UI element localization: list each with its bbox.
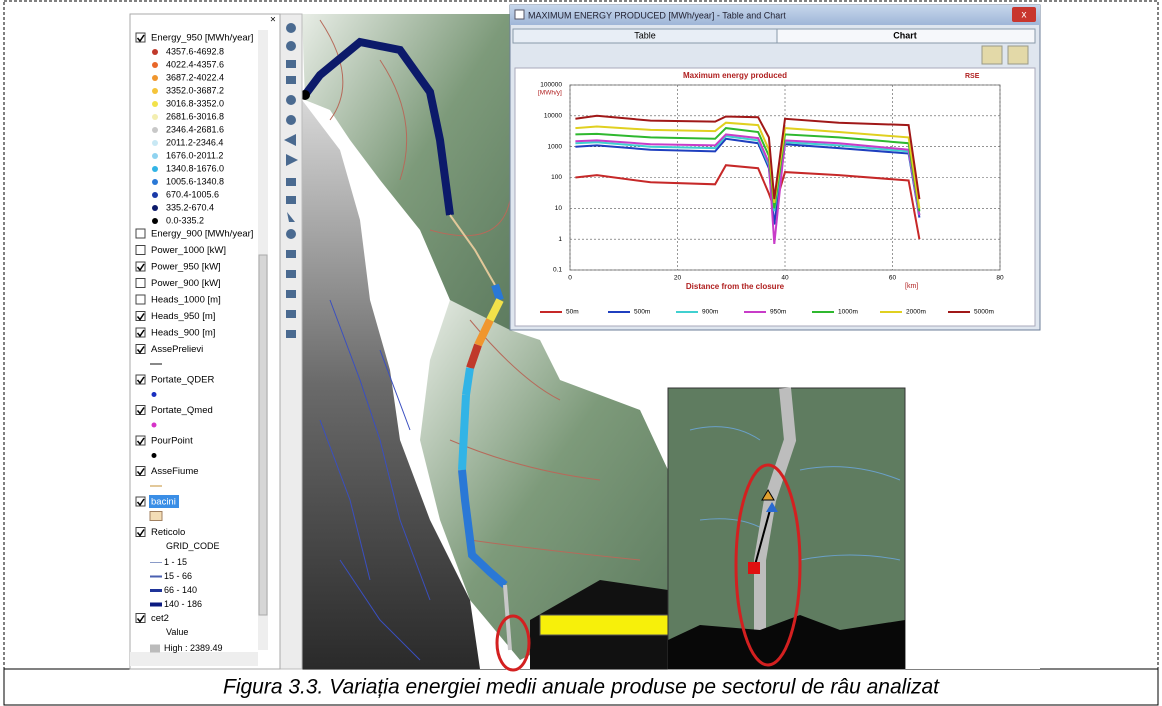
legend-label: 950m xyxy=(770,309,786,316)
legend-label: 670.4-1005.6 xyxy=(166,189,219,199)
legend-swatch xyxy=(150,645,160,653)
tab-label: Table xyxy=(634,30,656,40)
x-tick-label: 0 xyxy=(568,275,572,282)
y-tick-label: 1 xyxy=(558,236,562,243)
layer-label: Power_900 [kW] xyxy=(151,278,221,289)
x-tick-label: 20 xyxy=(674,275,682,282)
y-tick-label: 100000 xyxy=(540,82,562,89)
legend-swatch xyxy=(152,179,158,185)
x-tick-label: 40 xyxy=(781,275,789,282)
y-tick-label: 0.1 xyxy=(553,267,562,274)
layer-label: AssePrelievi xyxy=(151,344,203,355)
legend-label: 0.0-335.2 xyxy=(166,215,204,225)
legend-label: 4357.6-4692.8 xyxy=(166,46,224,56)
brand: RSE xyxy=(965,73,980,80)
field-label: Value xyxy=(166,627,188,637)
chart-title: Maximum energy produced xyxy=(683,71,787,80)
layer-panel: × Energy_950 [MWh/year] 4357.6-4692.8 4022… xyxy=(130,14,280,669)
layer-label: Heads_1000 [m] xyxy=(151,295,221,306)
layer-label: AsseFiume xyxy=(151,466,199,477)
legend-label: 140 - 186 xyxy=(164,599,202,609)
window-title: MAXIMUM ENERGY PRODUCED [MWh/year] - Tab… xyxy=(528,10,786,20)
layer-label: PourPoint xyxy=(151,436,193,447)
legend-swatch xyxy=(152,114,158,120)
x-axis-label: Distance from the closure xyxy=(686,282,785,291)
layer-label: cet2 xyxy=(151,613,169,624)
x-tick-label: 80 xyxy=(996,275,1004,282)
layer-label: Heads_900 [m] xyxy=(151,328,215,339)
y-tick-label: 10000 xyxy=(544,113,562,120)
legend-label: 1340.8-1676.0 xyxy=(166,163,224,173)
layer-label: Portate_QDER xyxy=(151,375,214,386)
page: Figura 3.3. Variația energiei medii anua… xyxy=(0,0,1162,706)
symbol xyxy=(150,512,162,521)
legend-label: 335.2-670.4 xyxy=(166,202,214,212)
legend-label: 2011.2-2346.4 xyxy=(166,137,223,147)
window-close-x: x xyxy=(1022,10,1027,21)
legend-label: 1676.0-2011.2 xyxy=(166,150,223,160)
x-unit: [km] xyxy=(905,283,918,290)
layer-label: Reticolo xyxy=(151,527,185,538)
legend-swatch xyxy=(152,140,158,146)
symbol xyxy=(152,392,157,397)
legend-swatch xyxy=(152,49,158,55)
layer-label: Energy_950 [MWh/year] xyxy=(151,33,253,44)
checkbox[interactable] xyxy=(136,295,145,304)
legend-label: 5000m xyxy=(974,309,994,316)
caption: Figura 3.3. Variația energiei medii anua… xyxy=(223,676,940,699)
chart-window: MAXIMUM ENERGY PRODUCED [MWh/year] - Tab… xyxy=(510,5,1040,330)
legend-swatch xyxy=(152,192,158,198)
x-tick-label: 60 xyxy=(889,275,897,282)
layer-label: Heads_950 [m] xyxy=(151,311,215,322)
y-tick-label: 1000 xyxy=(548,143,563,150)
legend-label: 2681.6-3016.8 xyxy=(166,111,224,121)
legend-swatch xyxy=(152,101,158,107)
legend-label: 3687.2-4022.4 xyxy=(166,72,224,82)
layer-label: bacini xyxy=(151,497,176,508)
figure: Figura 3.3. Variația energiei medii anua… xyxy=(0,0,1162,706)
layer-label: Energy_900 [MWh/year] xyxy=(151,229,253,240)
y-tick-label: 10 xyxy=(555,205,563,212)
legend-label: 2000m xyxy=(906,309,926,316)
legend-label: 66 - 140 xyxy=(164,585,197,595)
legend-swatch xyxy=(152,153,158,159)
legend-label: 3352.0-3687.2 xyxy=(166,85,224,95)
legend-swatch xyxy=(152,166,158,172)
legend-label: 1005.6-1340.8 xyxy=(166,176,224,186)
close-button[interactable]: × xyxy=(270,15,276,26)
legend-swatch xyxy=(152,88,158,94)
y-axis-label: [MWh/y] xyxy=(538,90,562,97)
layer-label: Portate_Qmed xyxy=(151,405,213,416)
field-label: GRID_CODE xyxy=(166,541,220,551)
save-button[interactable] xyxy=(1008,46,1028,64)
legend-label: 1000m xyxy=(838,309,858,316)
layer-label: Power_1000 [kW] xyxy=(151,245,226,256)
legend-label: 15 - 66 xyxy=(164,571,192,581)
symbol xyxy=(152,453,157,458)
legend-label: 2346.4-2681.6 xyxy=(166,124,224,134)
legend-swatch xyxy=(152,75,158,81)
layer-label: Power_950 [kW] xyxy=(151,262,221,273)
legend-swatch xyxy=(152,62,158,68)
checkbox[interactable] xyxy=(136,229,145,238)
y-tick-label: 100 xyxy=(551,174,562,181)
legend-label: 3016.8-3352.0 xyxy=(166,98,224,108)
legend-label: High : 2389.49 xyxy=(164,643,223,653)
legend-swatch xyxy=(152,127,158,133)
checkbox[interactable] xyxy=(136,279,145,288)
checkbox[interactable] xyxy=(136,246,145,255)
legend-label: 900m xyxy=(702,309,718,316)
legend-label: 1 - 15 xyxy=(164,557,187,567)
legend-label: 50m xyxy=(566,309,579,316)
legend-label: 4022.4-4357.6 xyxy=(166,59,224,69)
legend-label: 500m xyxy=(634,309,650,316)
legend-swatch xyxy=(152,205,158,211)
legend-swatch xyxy=(152,218,158,224)
tab-label: Chart xyxy=(893,30,917,40)
symbol xyxy=(152,423,157,428)
copy-button[interactable] xyxy=(982,46,1002,64)
toolbar xyxy=(280,14,302,669)
